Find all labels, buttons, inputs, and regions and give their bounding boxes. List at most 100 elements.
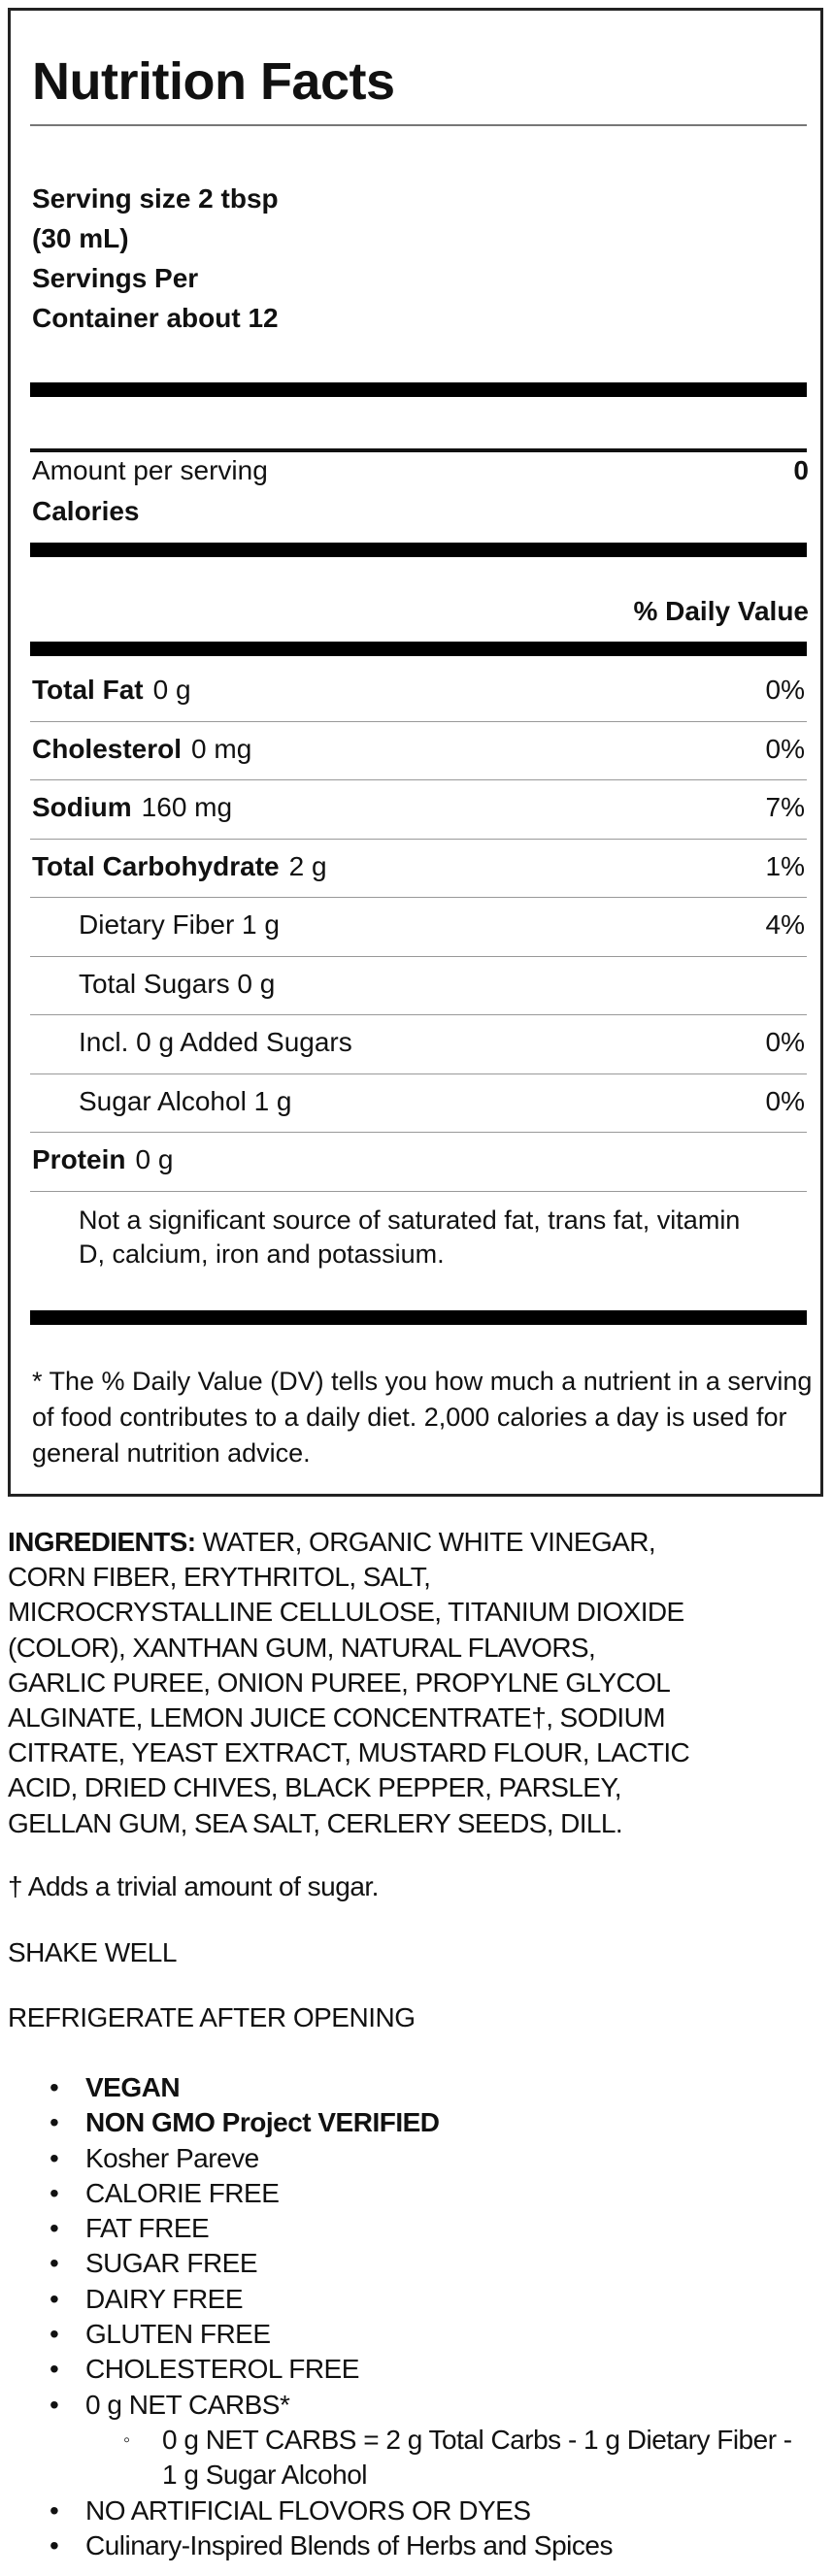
ingredients-text: CITRATE, YEAST EXTRACT, MUSTARD FLOUR, L… bbox=[8, 1737, 690, 1768]
nutrient-label: Protein bbox=[32, 1144, 126, 1174]
row-divider bbox=[30, 897, 807, 898]
nutrient-label: Sodium bbox=[32, 792, 132, 822]
nutrient-label: Sugar Alcohol 1 g bbox=[79, 1085, 292, 1116]
row-divider bbox=[30, 1190, 807, 1192]
claim-text: DAIRY FREE bbox=[85, 2283, 244, 2314]
claim-item: • Kosher Pareve bbox=[0, 2141, 803, 2176]
claim-item: • CHOLESTEROL FREE bbox=[0, 2352, 803, 2387]
nutrient-name: Total Sugars 0 g bbox=[79, 969, 275, 1000]
claim-text: Culinary-Inspired Blends of Herbs and Sp… bbox=[85, 2529, 613, 2560]
refrigerate-note: REFRIGERATE AFTER OPENING bbox=[8, 2002, 416, 2032]
nutrient-amount: 0 g bbox=[152, 675, 191, 705]
nutrient-name: Sodium 160 mg bbox=[32, 792, 232, 823]
bullet-icon: • bbox=[50, 2213, 59, 2244]
nutrient-amount: 160 mg bbox=[141, 792, 233, 822]
ingredients-line: ALGINATE, LEMON JUICE CONCENTRATE†, SODI… bbox=[8, 1701, 689, 1735]
thick-divider bbox=[30, 543, 807, 557]
claim-subtext: 0 g NET CARBS = 2 g Total Carbs - 1 g Di… bbox=[162, 2424, 792, 2491]
row-divider bbox=[30, 955, 807, 957]
servings-per-container: Servings Per Container about 12 bbox=[32, 263, 279, 333]
nutrient-name: Total Fat 0 g bbox=[32, 675, 191, 706]
nutrient-row: Total Sugars 0 g bbox=[30, 969, 807, 1007]
nutrient-row: Cholesterol 0 mg 0% bbox=[30, 734, 807, 773]
bullet-icon: • bbox=[50, 2529, 59, 2560]
thick-divider bbox=[30, 1310, 807, 1325]
claim-text: CALORIE FREE bbox=[85, 2177, 280, 2208]
bullet-icon: • bbox=[50, 2319, 59, 2350]
row-divider bbox=[30, 779, 807, 780]
claim-item: • DAIRY FREE bbox=[0, 2282, 803, 2317]
ingredients-heading: INGREDIENTS: bbox=[8, 1527, 196, 1557]
daily-value-percent: 0% bbox=[765, 675, 805, 705]
ingredients-text: WATER, ORGANIC WHITE VINEGAR, bbox=[195, 1527, 656, 1557]
claim-item: • NO ARTIFICIAL FLOVORS OR DYES bbox=[0, 2493, 803, 2528]
bullet-icon: • bbox=[50, 2072, 59, 2102]
nutrient-label: Total Carbohydrate bbox=[32, 850, 280, 881]
bullet-icon: • bbox=[50, 2354, 59, 2385]
daily-value-percent: 0% bbox=[765, 733, 805, 764]
daily-value-percent: 0% bbox=[765, 1027, 805, 1057]
thick-divider bbox=[30, 382, 807, 397]
bullet-icon: • bbox=[50, 2177, 59, 2208]
daily-value-footnote: * The % Daily Value (DV) tells you how m… bbox=[32, 1367, 813, 1468]
claim-item: • NON GMO Project VERIFIED bbox=[0, 2105, 803, 2140]
nutrient-row: Sugar Alcohol 1 g 0% bbox=[30, 1086, 807, 1125]
nutrient-name: Total Carbohydrate 2 g bbox=[32, 851, 327, 882]
nutrient-name: Incl. 0 g Added Sugars bbox=[79, 1027, 352, 1058]
shake-well: SHAKE WELL bbox=[8, 1937, 177, 1967]
claim-item: • CALORIE FREE bbox=[0, 2176, 803, 2211]
row-divider bbox=[30, 1014, 807, 1015]
ingredients-line: INGREDIENTS: WATER, ORGANIC WHITE VINEGA… bbox=[8, 1525, 689, 1560]
thick-divider bbox=[30, 642, 807, 656]
nutrient-row: Dietary Fiber 1 g 4% bbox=[30, 909, 807, 948]
daily-value-percent: 4% bbox=[765, 909, 805, 940]
bullet-icon: • bbox=[50, 2389, 59, 2420]
claim-subitem: ◦ 0 g NET CARBS = 2 g Total Carbs - 1 g D… bbox=[0, 2423, 803, 2493]
claim-sublist: ◦ 0 g NET CARBS = 2 g Total Carbs - 1 g D… bbox=[85, 2423, 803, 2493]
nutrient-name: Cholesterol 0 mg bbox=[32, 734, 251, 765]
claim-text: GLUTEN FREE bbox=[85, 2319, 271, 2350]
nutrient-name: Dietary Fiber 1 g bbox=[79, 909, 280, 941]
nutrient-name: Protein 0 g bbox=[32, 1144, 173, 1175]
ingredients-text: CORN FIBER, ERYTHRITOL, SALT, bbox=[8, 1562, 431, 1593]
ingredients-text: (COLOR), XANTHAN GUM, NATURAL FLAVORS, bbox=[8, 1632, 596, 1663]
nutrient-label: Cholesterol bbox=[32, 733, 183, 764]
nutrient-row: Sodium 160 mg 7% bbox=[30, 792, 807, 831]
daily-value-percent: 7% bbox=[765, 792, 805, 822]
ingredients-text: MICROCRYSTALLINE CELLULOSE, TITANIUM DIO… bbox=[8, 1597, 684, 1628]
nutrient-label: Total Sugars 0 g bbox=[79, 968, 276, 999]
row-divider bbox=[30, 1073, 807, 1074]
bullet-icon: • bbox=[50, 2494, 59, 2526]
circle-bullet-icon: ◦ bbox=[123, 2428, 130, 2451]
ingredients-line: CORN FIBER, ERYTHRITOL, SALT, bbox=[8, 1560, 689, 1595]
nutrition-facts-panel: Nutrition Facts Serving size 2 tbsp (30 … bbox=[8, 8, 823, 1497]
claim-text: NO ARTIFICIAL FLOVORS OR DYES bbox=[85, 2494, 531, 2526]
nutrient-label: Incl. 0 g Added Sugars bbox=[79, 1027, 352, 1057]
row-divider bbox=[30, 720, 807, 722]
nutrient-name: Sugar Alcohol 1 g bbox=[79, 1086, 292, 1117]
nutrient-label: Dietary Fiber 1 g bbox=[79, 909, 280, 940]
daily-value-header: % Daily Value bbox=[633, 596, 809, 626]
serving-info: Serving size 2 tbsp (30 mL) Servings Per… bbox=[32, 179, 323, 338]
bullet-icon: • bbox=[50, 2142, 59, 2173]
claim-item: • GLUTEN FREE bbox=[0, 2317, 803, 2352]
ingredients-line: ACID, DRIED CHIVES, BLACK PEPPER, PARSLE… bbox=[8, 1770, 689, 1805]
daily-value-percent: 1% bbox=[765, 850, 805, 881]
calories-value: 0 bbox=[793, 455, 809, 485]
calories-label: Calories bbox=[32, 496, 140, 526]
ingredients-text: ALGINATE, LEMON JUICE CONCENTRATE†, SODI… bbox=[8, 1702, 666, 1734]
not-significant-note: Not a significant source of saturated fa… bbox=[79, 1205, 741, 1269]
claim-text: NON GMO Project VERIFIED bbox=[85, 2107, 440, 2138]
claim-item: • SUGAR FREE bbox=[0, 2246, 803, 2281]
ingredients-line: GARLIC PUREE, ONION PUREE, PROPYLNE GLYC… bbox=[8, 1666, 689, 1701]
ingredients: INGREDIENTS: WATER, ORGANIC WHITE VINEGA… bbox=[8, 1525, 690, 1841]
daily-value-percent: 0% bbox=[765, 1085, 805, 1116]
claim-text: Kosher Pareve bbox=[85, 2142, 259, 2173]
row-divider bbox=[30, 838, 807, 840]
ingredients-line: (COLOR), XANTHAN GUM, NATURAL FLAVORS, bbox=[8, 1631, 689, 1666]
claim-item: • FAT FREE bbox=[0, 2211, 803, 2246]
claim-text: 0 g NET CARBS* bbox=[85, 2389, 290, 2420]
claim-text: CHOLESTEROL FREE bbox=[85, 2354, 359, 2385]
dagger-note: † Adds a trivial amount of sugar. bbox=[8, 1871, 379, 1901]
nutrient-amount: 0 mg bbox=[191, 733, 252, 764]
